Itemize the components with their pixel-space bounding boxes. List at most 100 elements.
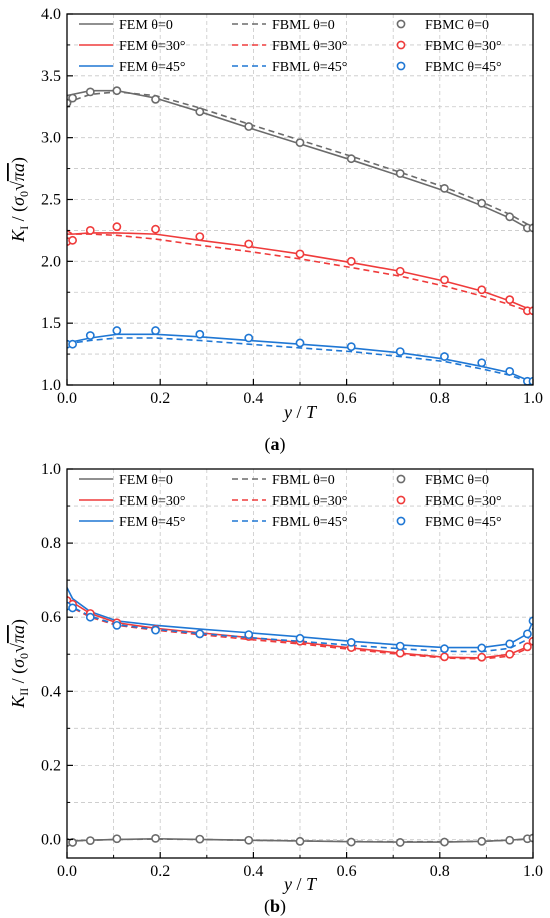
data-point — [68, 93, 77, 103]
data-point — [112, 86, 122, 96]
legend-label: FEM θ=45° — [119, 515, 186, 530]
y-tick-label: 3.0 — [41, 130, 61, 147]
ticks: 0.0 0.2 0.4 0.6 0.8 1.0 1.0 1.5 2.0 2.5 3.0 3.5 4.0 — [41, 6, 543, 407]
x-tick-label: 0.2 — [150, 390, 170, 407]
data-point — [440, 652, 449, 662]
data-point — [395, 347, 405, 357]
x-tick-label: 1.0 — [523, 863, 543, 880]
data-point — [477, 652, 487, 662]
data-point — [85, 87, 95, 97]
data-point — [112, 222, 122, 232]
x-axis-title: y / T — [282, 874, 318, 894]
data-point — [295, 836, 305, 846]
legend-label: FEM θ=30° — [119, 39, 186, 54]
panel-a: 0.0 0.2 0.4 0.6 0.8 1.0 1.0 1.5 2.0 2.5 3.0 3.5 4.0 y… — [8, 6, 543, 455]
data-point — [440, 183, 449, 193]
legend-label: FBML θ=30° — [272, 494, 347, 509]
y-axis-title-text: KII / (σ0√πa) — [8, 619, 31, 709]
data-point — [85, 836, 95, 845]
y-tick-label: 1.0 — [41, 461, 61, 478]
data-point — [295, 249, 305, 259]
y-tick-label: 3.5 — [41, 68, 61, 85]
data-point — [295, 633, 305, 643]
grid — [67, 14, 533, 385]
x-tick-label: 0.6 — [337, 863, 357, 880]
data-point — [505, 649, 515, 659]
data-point — [505, 366, 515, 376]
y-axis-title: KI / (σ0√πa)K_I / (σ0 √(πa)) — [8, 157, 31, 243]
data-point — [528, 833, 533, 843]
data-point — [395, 838, 405, 847]
x-tick-label: 0.0 — [57, 863, 77, 880]
legend-label: FBMC θ=30° — [425, 494, 502, 509]
data-point — [295, 138, 305, 148]
legend-label: FBML θ=0 — [272, 18, 335, 33]
data-point — [244, 835, 254, 845]
data-point — [395, 169, 405, 178]
legend-marker — [396, 61, 406, 71]
legend-marker — [396, 495, 406, 505]
data-point — [440, 837, 449, 847]
legend-label: FBML θ=30° — [272, 39, 347, 54]
data-point — [195, 629, 205, 639]
y-tick-label: 0.4 — [41, 683, 61, 700]
y-tick-label: 1.0 — [41, 377, 61, 394]
data-point — [395, 266, 405, 276]
data-point — [477, 285, 487, 295]
data-point — [528, 223, 533, 233]
data-point — [523, 629, 532, 639]
data-point — [195, 232, 205, 241]
legend-marker — [396, 474, 406, 484]
data-point — [195, 107, 205, 117]
legend: FEM θ=0 FEM θ=30° FEM θ=45° FBML θ=0 FBML θ=… — [79, 473, 502, 530]
data-point — [477, 643, 487, 653]
y-axis-title-text: KI / (σ0√πa) — [8, 157, 31, 243]
data-point — [505, 295, 515, 305]
legend-label: FBMC θ=30° — [425, 39, 502, 54]
series-line-1 — [67, 232, 533, 311]
data-point — [346, 256, 356, 266]
data-point — [440, 644, 449, 654]
y-tick-label: 0.6 — [41, 609, 61, 626]
data-point — [346, 342, 356, 352]
data-point — [68, 838, 77, 847]
x-tick-label: 0.4 — [243, 863, 263, 880]
legend-marker — [396, 19, 406, 29]
data-point — [440, 275, 449, 285]
y-axis-title: KII / (σ0√πa)K_II / (σ0 √(πa)) — [8, 619, 31, 709]
data-point — [68, 339, 77, 349]
legend-label: FBML θ=45° — [272, 515, 347, 530]
legend-label: FBML θ=0 — [272, 473, 335, 488]
data-point — [244, 630, 254, 640]
data-point — [151, 94, 160, 104]
data-point — [151, 833, 160, 843]
data-point — [477, 358, 487, 368]
legend-label: FBMC θ=45° — [425, 60, 502, 75]
data-point — [528, 616, 533, 626]
data-point — [112, 620, 122, 630]
x-tick-label: 0.6 — [337, 390, 357, 407]
x-tick-label: 1.0 — [523, 390, 543, 407]
data-point — [68, 235, 77, 245]
data-point — [151, 625, 160, 635]
legend-marker — [396, 40, 406, 50]
data-point — [440, 352, 449, 361]
legend-label: FBMC θ=0 — [425, 18, 489, 33]
x-tick-label: 0.0 — [57, 390, 77, 407]
y-tick-label: 2.5 — [41, 192, 61, 209]
y-tick-label: 0.2 — [41, 757, 61, 774]
y-tick-label: 0.0 — [41, 831, 61, 848]
marker-series-2 — [67, 326, 533, 385]
data-point — [244, 239, 254, 249]
legend-label: FEM θ=30° — [119, 494, 186, 509]
x-tick-label: 0.4 — [243, 390, 263, 407]
y-tick-label: 4.0 — [41, 6, 61, 23]
data-point — [85, 331, 95, 340]
x-axis-title: y / T — [282, 402, 318, 422]
data-point — [195, 834, 205, 844]
data-point — [244, 333, 254, 343]
legend-label: FEM θ=0 — [119, 18, 173, 33]
data-point — [477, 198, 487, 208]
legend-label: FEM θ=45° — [119, 60, 186, 75]
